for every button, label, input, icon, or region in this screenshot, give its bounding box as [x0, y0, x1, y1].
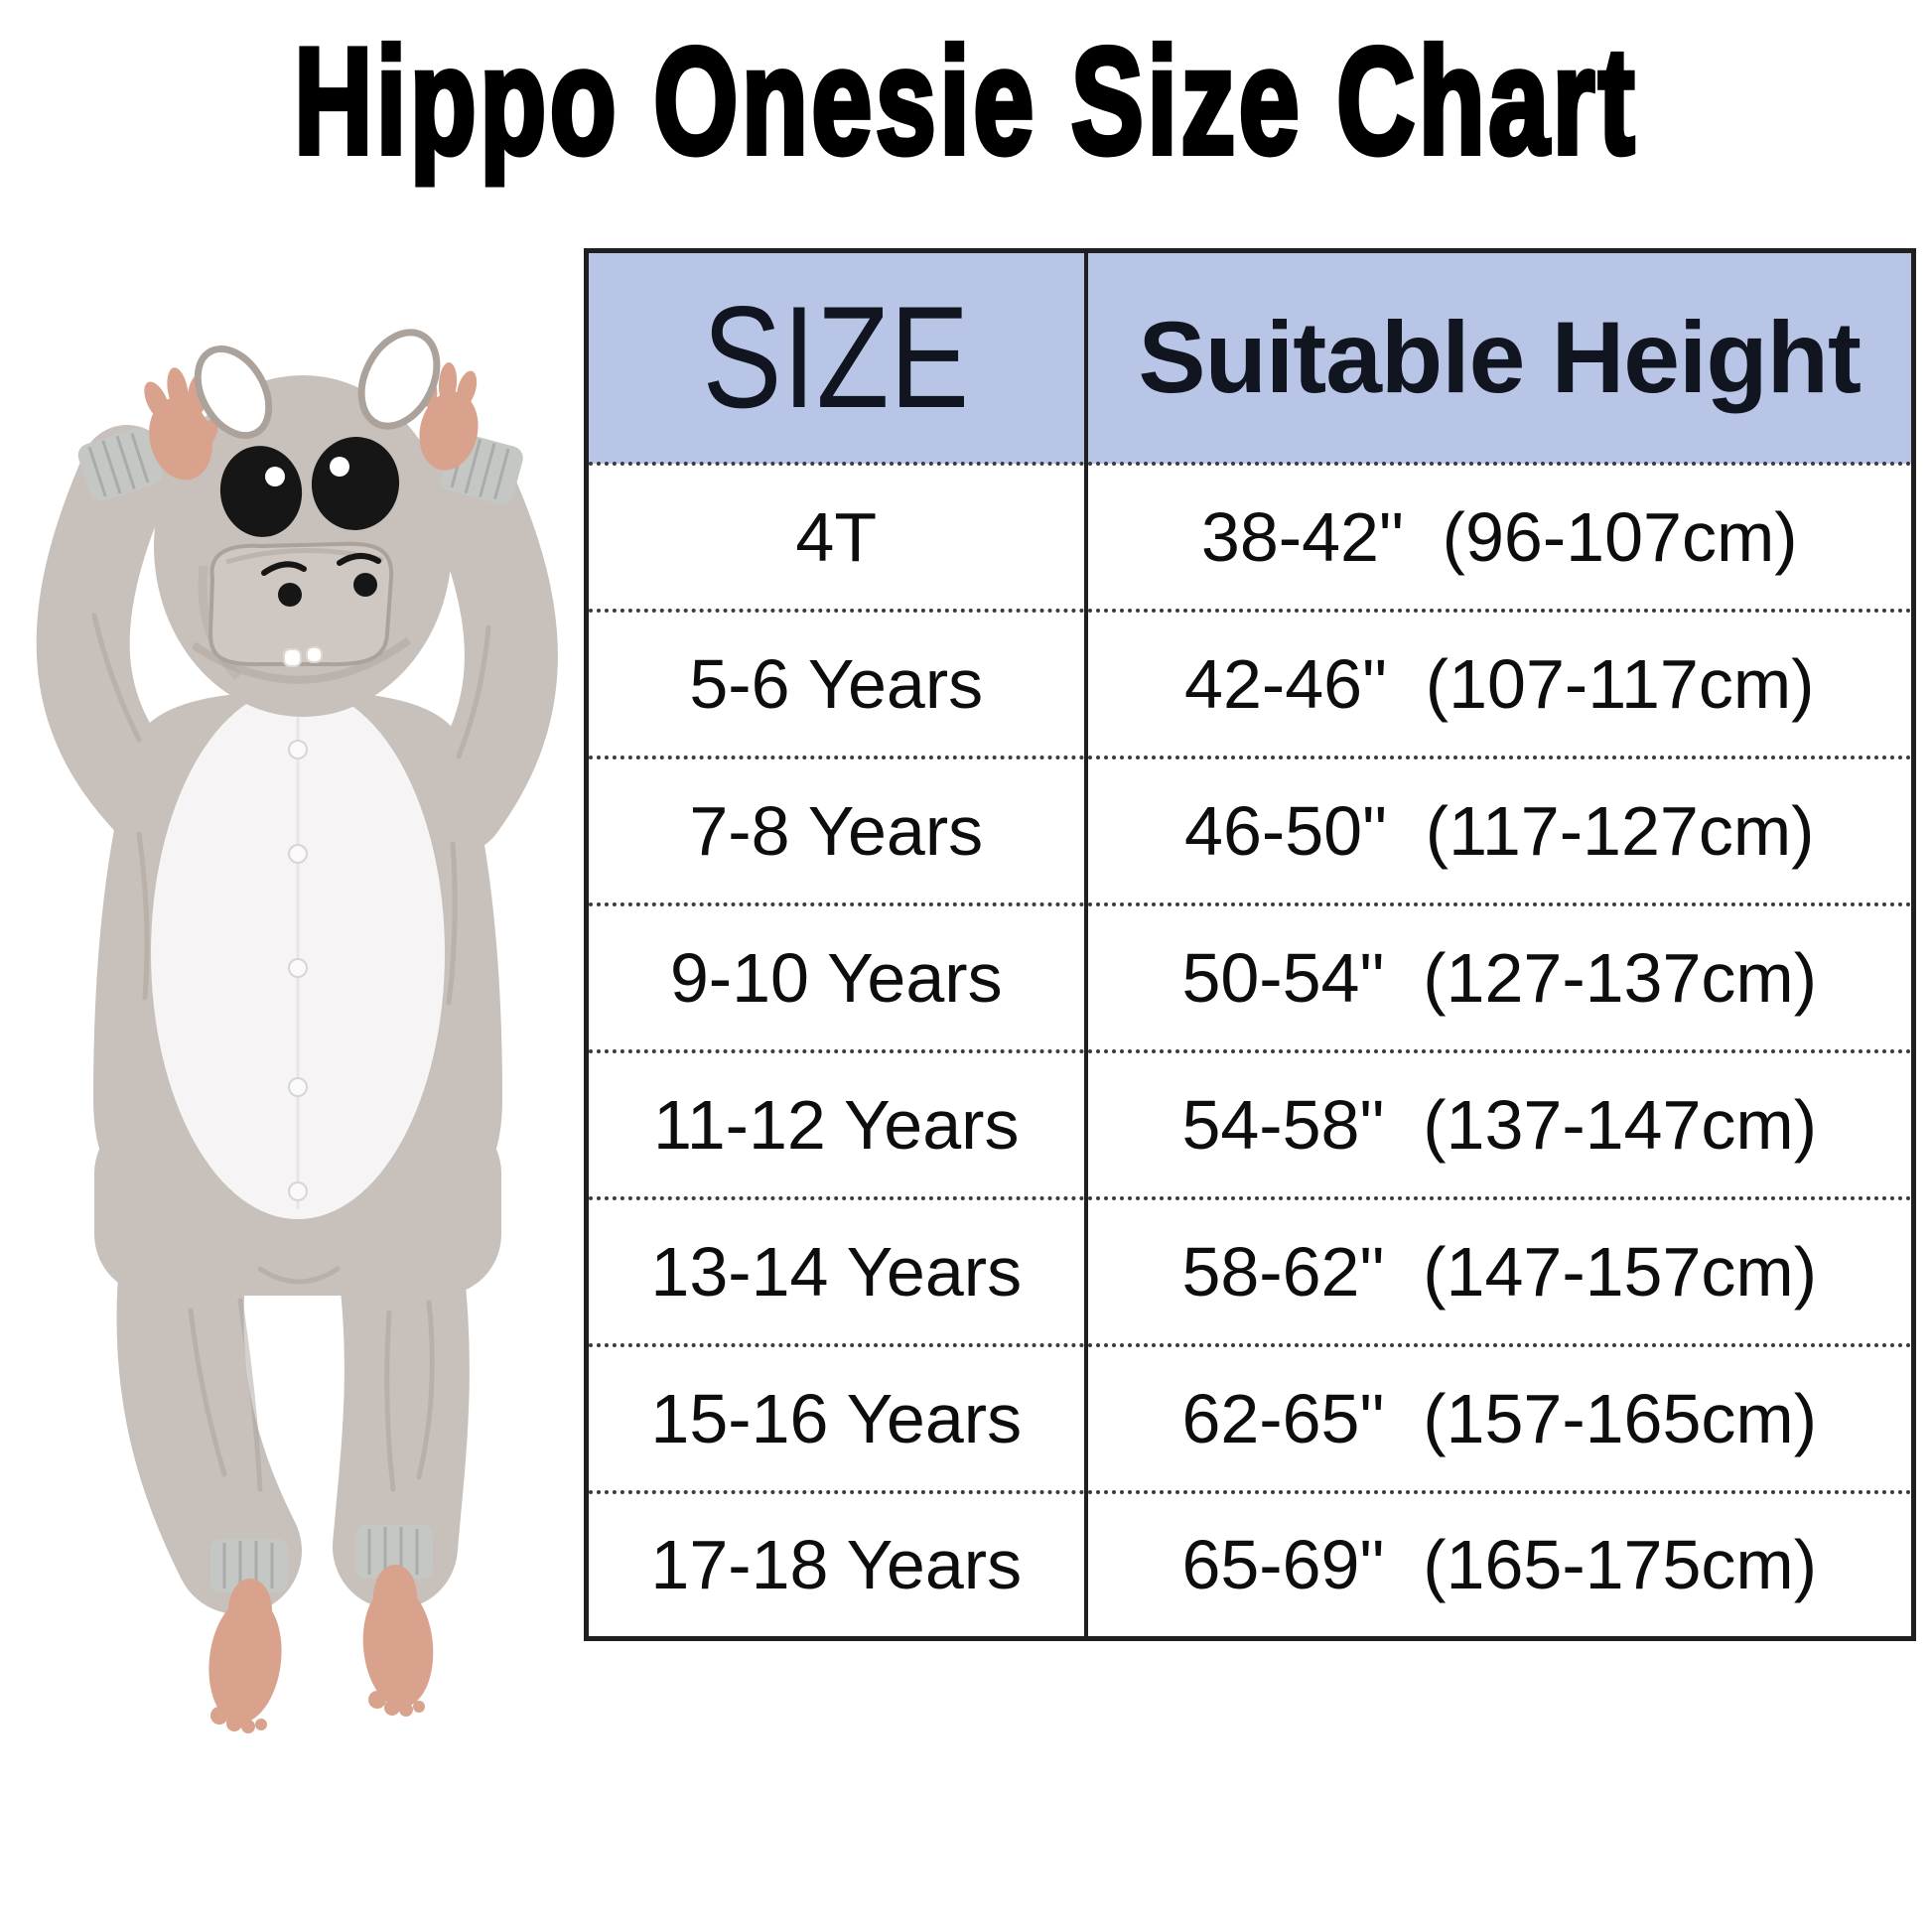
hippo-onesie-illustration [36, 329, 558, 1733]
table-row: 13-14 Years 58-62" (147-157cm) [586, 1197, 1914, 1347]
table-row: 4T 38-42" (96-107cm) [586, 463, 1914, 613]
height-cell: 58-62" (147-157cm) [1085, 1197, 1914, 1347]
height-cell: 38-42" (96-107cm) [1085, 463, 1914, 613]
height-cell: 65-69" (165-175cm) [1181, 1526, 1818, 1604]
bare-feet [208, 1565, 434, 1733]
size-cell: 17-18 Years [586, 1491, 1088, 1639]
size-cell: 13-14 Years [586, 1197, 1088, 1347]
height-column-header-label: Suitable Height [1138, 300, 1862, 414]
placket-buttons [288, 700, 308, 1209]
hippo-nostrils [261, 553, 381, 607]
size-column-header: SIZE [586, 250, 1088, 466]
page-title: Hippo Onesie Size Chart [292, 17, 1638, 186]
size-cell: 15-16 Years [586, 1344, 1088, 1494]
hippo-eyes [219, 437, 400, 537]
onesie-legs [116, 1190, 470, 1614]
hippo-teeth [283, 646, 323, 667]
onesie-arms [36, 425, 558, 853]
table-row: 9-10 Years 50-54" (127-137cm) [586, 903, 1914, 1053]
table-row: 7-8 Years 46-50" (117-127cm) [586, 757, 1914, 906]
table-row: 5-6 Years 42-46" (107-117cm) [586, 610, 1914, 759]
size-cell: 9-10 Years [586, 903, 1088, 1053]
height-column-header: Suitable Height [1085, 250, 1914, 466]
height-cell: 50-54" (127-137cm) [1085, 903, 1914, 1053]
table-row: 15-16 Years 62-65" (157-165cm) [586, 1344, 1914, 1494]
hippo-ears [194, 329, 441, 440]
title-row: Hippo Onesie Size Chart [0, 17, 1932, 186]
table-header-row: SIZE Suitable Height [586, 250, 1914, 466]
size-cell: 4T [586, 463, 1088, 613]
size-column-header-label: SIZE [702, 275, 970, 438]
size-chart-table: SIZE Suitable Height 4T 38-42" (96-107cm… [584, 248, 1916, 1641]
table-row: 17-18 Years 65-69" (165-175cm) [586, 1491, 1914, 1639]
size-cell: 7-8 Years [586, 757, 1088, 906]
size-cell: 11-12 Years [586, 1050, 1088, 1200]
child-hands [144, 362, 479, 481]
height-cell: 62-65" (157-165cm) [1085, 1344, 1914, 1494]
height-cell: 42-46" (107-117cm) [1085, 610, 1914, 759]
hippo-snout [207, 541, 394, 667]
height-cell: 46-50" (117-127cm) [1085, 757, 1914, 906]
ankle-cuffs [210, 1525, 433, 1592]
table-row: 11-12 Years 54-58" (137-147cm) [586, 1050, 1914, 1200]
height-cell: 54-58" (137-147cm) [1085, 1050, 1914, 1200]
hippo-onesie-photo [0, 318, 586, 1787]
size-cell: 5-6 Years [586, 610, 1088, 759]
fabric-folds [91, 613, 491, 1492]
